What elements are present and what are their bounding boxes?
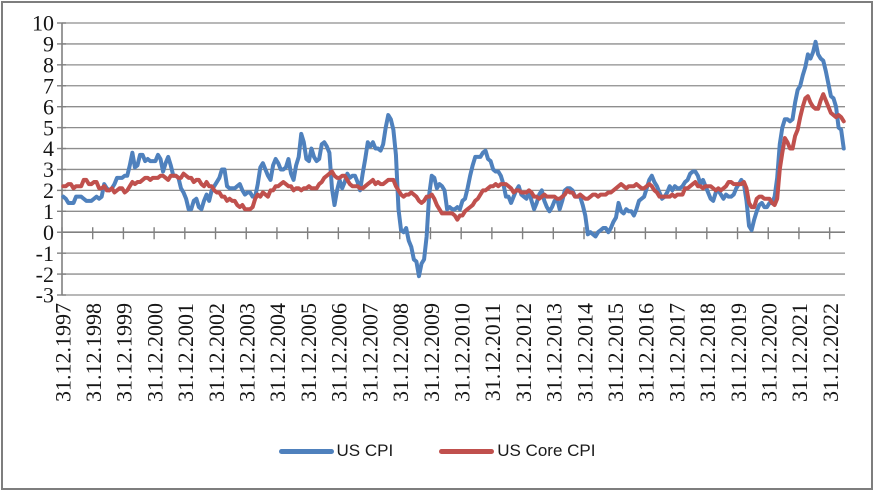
y-tick-label: 0 bbox=[43, 220, 54, 245]
y-tick-label: 1 bbox=[43, 199, 54, 224]
x-tick-label: 31.12.2012 bbox=[511, 303, 536, 402]
x-tick-label: 31.12.2004 bbox=[265, 303, 290, 402]
x-tick-label: 31.12.2006 bbox=[327, 303, 352, 402]
y-tick-label: -3 bbox=[36, 283, 54, 308]
x-tick-label: 31.12.2011 bbox=[480, 303, 505, 401]
legend-item-us-core-cpi: US Core CPI bbox=[439, 442, 595, 461]
legend-swatch-us-core-cpi bbox=[439, 449, 495, 454]
x-tick-label: 31.12.1999 bbox=[112, 303, 137, 402]
y-tick-label: 2 bbox=[43, 178, 54, 203]
y-tick-label: -1 bbox=[36, 241, 54, 266]
y-tick-label: -2 bbox=[36, 262, 54, 287]
chart-legend: US CPI US Core CPI bbox=[0, 442, 874, 461]
x-tick-label: 31.12.2018 bbox=[695, 303, 720, 402]
y-tick-label: 10 bbox=[32, 11, 54, 36]
x-tick-label: 31.12.2001 bbox=[173, 303, 198, 402]
y-tick-label: 4 bbox=[43, 136, 54, 161]
x-tick-label: 31.12.2020 bbox=[757, 303, 782, 402]
x-tick-label: 31.12.2014 bbox=[572, 303, 597, 402]
x-tick-label: 31.12.1998 bbox=[81, 303, 106, 402]
x-tick-label: 31.12.2002 bbox=[204, 303, 229, 402]
series-line-us-cpi bbox=[61, 39, 846, 279]
y-tick-label: 8 bbox=[43, 53, 54, 78]
x-tick-label: 31.12.2017 bbox=[664, 303, 689, 402]
x-tick-label: 31.12.2016 bbox=[634, 303, 659, 402]
x-tick-label: 31.12.2022 bbox=[818, 303, 843, 402]
x-tick-label: 31.12.2007 bbox=[357, 303, 382, 402]
y-tick-label: 6 bbox=[43, 94, 54, 119]
x-tick-label: 31.12.1997 bbox=[50, 303, 75, 402]
y-tick-label: 5 bbox=[43, 115, 54, 140]
series-line-us-core-cpi bbox=[61, 92, 846, 222]
legend-label-us-cpi: US CPI bbox=[336, 441, 394, 460]
y-tick-label: 7 bbox=[43, 73, 54, 98]
y-tick-label: 3 bbox=[43, 157, 54, 182]
x-tick-label: 31.12.2015 bbox=[603, 303, 628, 402]
x-tick-label: 31.12.2013 bbox=[542, 303, 567, 402]
x-tick-label: 31.12.2003 bbox=[235, 303, 260, 402]
x-tick-label: 31.12.2000 bbox=[142, 303, 167, 402]
legend-swatch-us-cpi bbox=[278, 449, 334, 454]
x-tick-label: 31.12.2019 bbox=[726, 303, 751, 402]
x-tick-label: 31.12.2008 bbox=[388, 303, 413, 402]
x-tick-label: 31.12.2010 bbox=[449, 303, 474, 402]
legend-item-us-cpi: US CPI bbox=[278, 441, 394, 461]
x-tick-label: 31.12.2005 bbox=[296, 303, 321, 402]
legend-label-us-core-cpi: US Core CPI bbox=[497, 441, 596, 460]
y-tick-label: 9 bbox=[43, 32, 54, 57]
x-tick-label: 31.12.2009 bbox=[419, 303, 444, 402]
x-tick-label: 31.12.2021 bbox=[787, 303, 812, 402]
